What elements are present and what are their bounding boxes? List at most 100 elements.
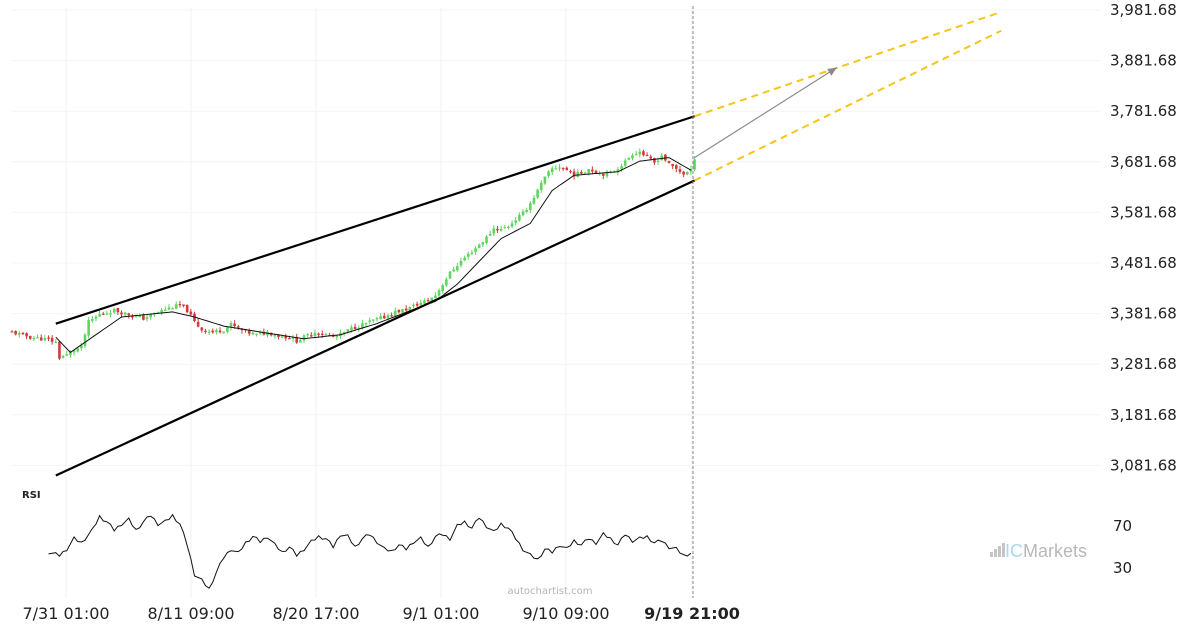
bull-candle (83, 334, 87, 347)
channel-upper-line (55, 115, 695, 325)
bull-candle (510, 223, 514, 227)
bull-candle (463, 257, 466, 261)
bull-candle (623, 160, 627, 166)
bull-candle (364, 322, 368, 325)
bear-candle (383, 315, 386, 319)
bull-candle (226, 327, 229, 332)
time-axis: 7/31 01:00 8/11 09:00 8/20 17:00 9/1 01:00 9… (22, 604, 739, 623)
bear-candle (320, 333, 324, 336)
logo-bar (994, 549, 997, 557)
bull-candle (145, 317, 149, 320)
bull-candle (112, 309, 116, 313)
bull-candle (529, 203, 532, 210)
bull-candle (430, 297, 434, 302)
bull-candle (558, 167, 561, 169)
bear-candle (645, 154, 649, 157)
bull-candle (379, 316, 382, 320)
bull-candle (105, 313, 109, 315)
bear-candle (649, 156, 653, 159)
bull-candle (229, 322, 233, 328)
bull-candle (474, 248, 477, 252)
bull-candle (299, 339, 302, 343)
bear-candle (594, 170, 598, 174)
bull-candle (280, 336, 284, 338)
bear-candle (317, 333, 320, 335)
bull-candle (434, 295, 437, 299)
bull-candle (518, 214, 521, 221)
price-tick-label: 3,581.68 (1110, 203, 1177, 221)
bull-candle (94, 316, 98, 319)
bear-candle (353, 326, 357, 330)
time-tick-label: 8/20 17:00 (272, 604, 359, 623)
bear-candle (580, 171, 583, 174)
bear-candle (277, 334, 280, 337)
forecast-arrow-head (827, 67, 837, 76)
time-tick-label: 9/10 09:00 (522, 604, 609, 623)
bull-candle (251, 332, 255, 335)
bear-candle (204, 330, 207, 332)
bull-candle (539, 182, 543, 191)
price-tick-label: 3,481.68 (1110, 254, 1177, 272)
bull-candle (149, 313, 152, 318)
bull-candle (386, 315, 390, 319)
bear-candle (189, 311, 193, 315)
moving-average-line (55, 157, 692, 354)
bear-candle (47, 337, 50, 339)
bear-candle (426, 300, 430, 302)
logo-bar (990, 552, 993, 557)
bear-candle (288, 338, 291, 340)
bear-candle (404, 308, 408, 311)
bull-candle (638, 151, 642, 155)
bear-candle (390, 315, 393, 317)
price-tick-label: 3,381.68 (1110, 305, 1177, 323)
bull-candle (660, 155, 663, 161)
bull-candle (547, 171, 550, 176)
bull-candle (456, 266, 459, 271)
bull-candle (587, 169, 590, 174)
bear-candle (284, 335, 288, 339)
bear-candle (218, 330, 222, 333)
signal-bars-icon (990, 543, 1005, 557)
bull-candle (255, 333, 258, 335)
bull-candle (521, 211, 525, 216)
bull-candle (335, 335, 339, 338)
bull-candle (350, 327, 353, 331)
bear-candle (667, 160, 671, 163)
price-tick-label: 3,281.68 (1110, 355, 1177, 373)
bull-candle (76, 348, 79, 352)
bull-candle (43, 338, 47, 341)
bull-candle (361, 323, 364, 329)
bear-candle (101, 313, 105, 315)
bull-candle (80, 345, 83, 349)
bear-candle (310, 335, 313, 337)
bull-candle (412, 304, 415, 307)
price-tick-label: 3,981.68 (1110, 1, 1177, 19)
bull-candle (302, 335, 306, 341)
bear-candle (671, 163, 674, 167)
bull-candle (324, 334, 328, 336)
bull-candle (167, 307, 171, 310)
projection-lower-line (694, 29, 1002, 182)
bull-candle (492, 228, 496, 234)
current-time-label: 9/19 21:00 (644, 604, 740, 623)
bull-candle (514, 220, 517, 223)
rsi-level-label: 70 (1113, 517, 1132, 535)
bull-candle (627, 157, 631, 160)
bear-candle (642, 151, 645, 156)
bear-candle (653, 158, 656, 163)
bear-candle (39, 337, 43, 341)
bull-candle (109, 313, 112, 315)
price-tick-label: 3,681.68 (1110, 153, 1177, 171)
bull-candle (583, 172, 587, 174)
bull-candle (656, 160, 660, 162)
bull-candle (375, 318, 379, 320)
logo-prefix: IC (1005, 541, 1023, 561)
price-tick-label: 3,181.68 (1110, 406, 1177, 424)
bear-candle (295, 337, 298, 343)
watermark: autochartist.com (508, 586, 593, 597)
bull-candle (372, 319, 375, 321)
bear-candle (591, 169, 594, 172)
bull-candle (466, 253, 470, 257)
bear-candle (675, 165, 678, 169)
bear-candle (569, 171, 572, 173)
